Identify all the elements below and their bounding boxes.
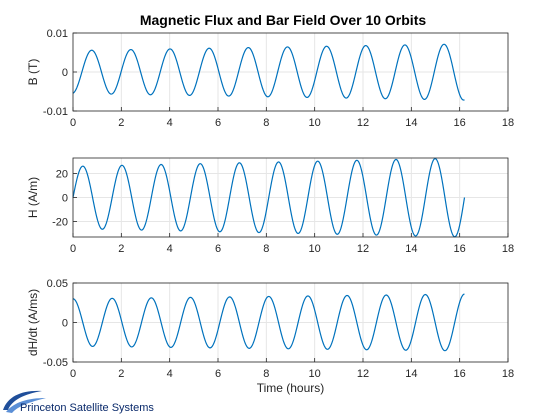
y-axis-label: B (T) bbox=[26, 59, 40, 86]
x-tick-label: 4 bbox=[167, 368, 173, 380]
x-tick-label: 0 bbox=[70, 117, 76, 129]
x-tick-label: 10 bbox=[309, 243, 321, 255]
y-tick-label: 0 bbox=[62, 193, 68, 205]
x-tick-label: 2 bbox=[118, 117, 124, 129]
y-axis-label: H (A/m) bbox=[26, 177, 40, 218]
series-line bbox=[72, 43, 465, 101]
x-tick-label: 6 bbox=[215, 368, 221, 380]
x-tick-label: 14 bbox=[405, 243, 417, 255]
x-tick-label: 2 bbox=[118, 243, 124, 255]
x-tick-label: 8 bbox=[263, 243, 269, 255]
x-tick-label: 14 bbox=[405, 117, 417, 129]
x-tick-label: 12 bbox=[357, 243, 369, 255]
x-tick-label: 16 bbox=[454, 243, 466, 255]
x-tick-label: 18 bbox=[502, 117, 514, 129]
x-tick-label: 14 bbox=[405, 368, 417, 380]
y-tick-label: 0 bbox=[62, 318, 68, 330]
y-tick-label: 0.05 bbox=[47, 278, 68, 290]
x-tick-label: 18 bbox=[502, 243, 514, 255]
x-tick-label: 0 bbox=[70, 243, 76, 255]
chart-title: Magnetic Flux and Bar Field Over 10 Orbi… bbox=[140, 12, 427, 28]
y-tick-label: 0 bbox=[62, 67, 68, 79]
x-tick-label: 16 bbox=[454, 368, 466, 380]
y-tick-label: 20 bbox=[56, 169, 68, 181]
x-tick-label: 0 bbox=[70, 368, 76, 380]
subplot-h-field: 0 2 4 6 8 10 12 14 16 18 -20 0 20 H (A/m) bbox=[26, 157, 514, 255]
logo-swoosh-icon bbox=[3, 390, 42, 410]
y-tick-label: -20 bbox=[52, 216, 68, 228]
x-tick-label: 10 bbox=[309, 117, 321, 129]
x-tick-label: 4 bbox=[167, 243, 173, 255]
x-tick-label: 4 bbox=[167, 117, 173, 129]
company-logo: Princeton Satellite Systems bbox=[3, 390, 154, 414]
x-tick-label: 8 bbox=[263, 117, 269, 129]
logo-text: Princeton Satellite Systems bbox=[20, 402, 154, 414]
x-tick-label: 18 bbox=[502, 368, 514, 380]
x-axis-label: Time (hours) bbox=[257, 381, 325, 395]
x-tick-label: 12 bbox=[357, 368, 369, 380]
x-tick-label: 2 bbox=[118, 368, 124, 380]
y-tick-label: -0.05 bbox=[43, 357, 68, 369]
x-tick-label: 6 bbox=[215, 243, 221, 255]
y-tick-label: -0.01 bbox=[43, 106, 68, 118]
series-line bbox=[72, 158, 466, 238]
y-tick-label: 0.01 bbox=[47, 28, 68, 40]
x-tick-label: 16 bbox=[454, 117, 466, 129]
y-axis-label: dH/dt (A/ms) bbox=[26, 289, 40, 356]
x-tick-label: 8 bbox=[263, 368, 269, 380]
series-line bbox=[72, 293, 465, 352]
x-tick-label: 10 bbox=[309, 368, 321, 380]
logo-swoosh-accent-icon bbox=[6, 398, 46, 413]
x-tick-label: 6 bbox=[215, 117, 221, 129]
x-tick-label: 12 bbox=[357, 117, 369, 129]
